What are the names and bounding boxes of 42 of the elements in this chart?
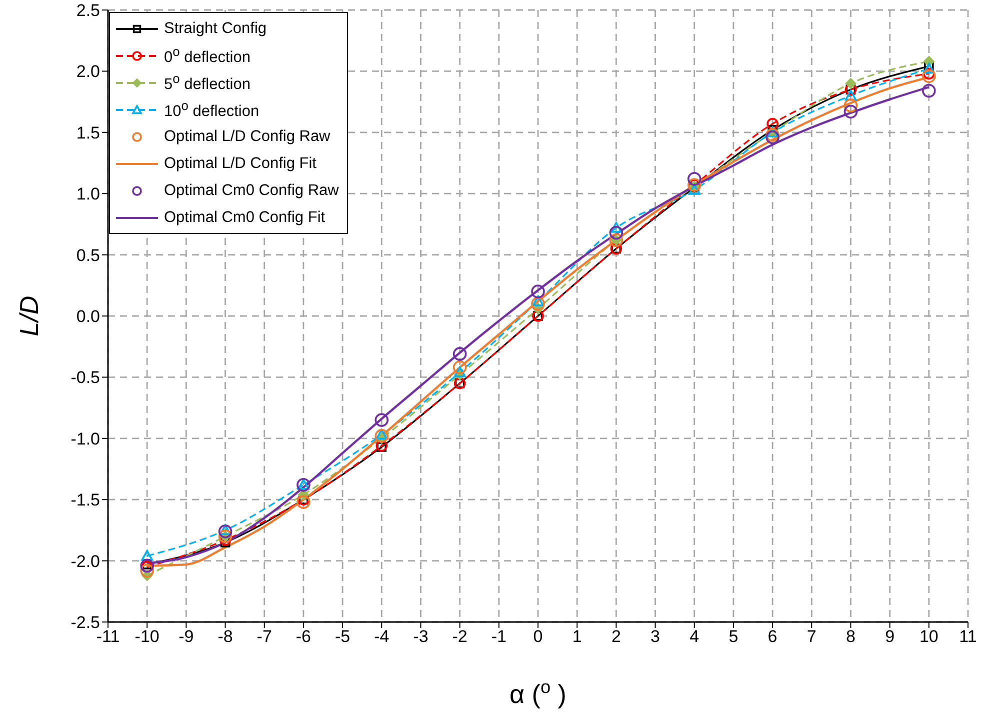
x-tick-label: -9	[178, 627, 194, 646]
y-tick-label: -0.5	[70, 368, 100, 388]
x-tick-label: -8	[218, 627, 233, 646]
legend-label: 0$^{o}$ deflection	[164, 43, 250, 69]
x-tick-label: -1	[491, 627, 506, 646]
legend-label: Optimal L/D Config Raw	[164, 126, 330, 146]
legend-label: Straight Config	[164, 18, 267, 38]
x-tick-label: 1	[572, 627, 582, 646]
legend-label: Optimal L/D Config Fit	[164, 154, 316, 174]
x-tick-label: -3	[413, 627, 428, 646]
y-tick-label: -1.0	[70, 429, 100, 448]
x-tick-label: 11	[959, 627, 977, 646]
x-tick-label: 9	[885, 627, 895, 646]
y-tick-label: 2.0	[76, 62, 100, 82]
y-tick-label: 1.0	[76, 184, 100, 204]
x-tick-label: -5	[334, 627, 350, 646]
x-tick-label: 2	[611, 627, 621, 646]
y-tick-label: -2.0	[70, 552, 100, 571]
x-tick-label: 0	[533, 627, 543, 646]
x-tick-label: 10	[919, 627, 938, 646]
x-tick-label: -6	[296, 627, 312, 646]
y-tick-label: -1.5	[70, 490, 100, 510]
legend-label: Optimal Cm0 Config Raw	[164, 180, 339, 200]
x-axis-title: α ($^{o}$)	[510, 677, 566, 709]
x-tick-label: -10	[134, 627, 160, 646]
y-tick-label: 0.0	[76, 307, 100, 326]
x-tick-label: -4	[374, 627, 390, 646]
x-tick-label: 8	[846, 627, 856, 646]
x-tick-label: 3	[650, 627, 660, 646]
x-tick-label: 7	[806, 627, 816, 646]
legend-label: 10$^{o}$ deflection	[164, 97, 260, 123]
y-axis-title: L/D	[14, 296, 44, 336]
legend-label: 5$^{o}$ deflection	[164, 70, 250, 96]
y-tick-label: 1.5	[76, 123, 100, 142]
x-tick-label: -2	[452, 627, 468, 646]
x-tick-label: 4	[690, 627, 700, 646]
y-tick-label: 2.5	[76, 1, 100, 20]
legend-label: Optimal Cm0 Config Fit	[164, 208, 326, 228]
x-tick-label: 6	[768, 627, 778, 646]
x-tick-label: -7	[256, 627, 272, 646]
x-tick-label: 5	[728, 627, 738, 646]
y-tick-label: 0.5	[76, 246, 100, 265]
